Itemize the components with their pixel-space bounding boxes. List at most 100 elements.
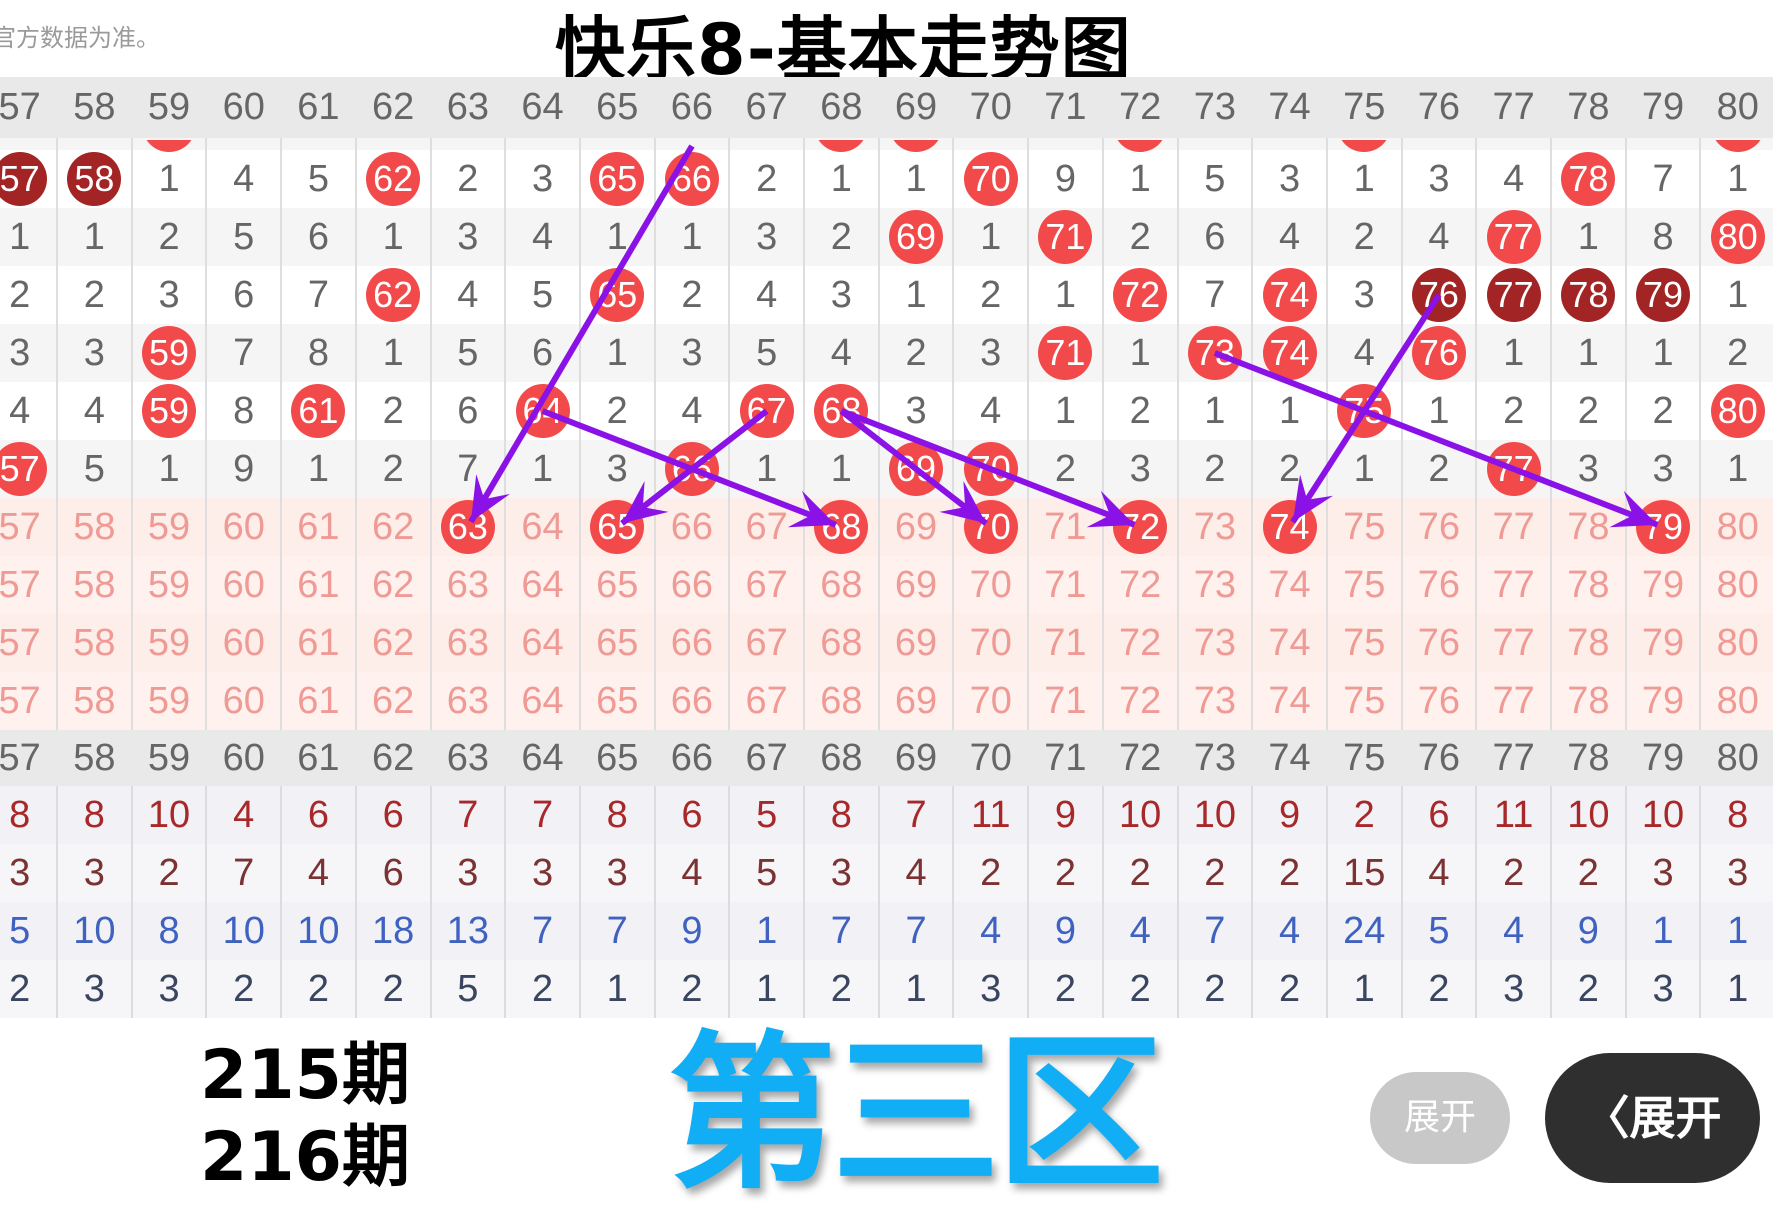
column-divider [1699, 138, 1702, 730]
omission-value: 80 [1716, 564, 1759, 606]
stat-value: 4 [307, 852, 329, 894]
omission-value: 1 [1054, 274, 1076, 316]
omission-value: 3 [1353, 274, 1375, 316]
drawn-number-ball: 65 [590, 152, 645, 206]
omission-value: 3 [681, 332, 703, 374]
drawn-number-ball: 79 [1636, 500, 1691, 554]
omission-value: 73 [1193, 506, 1236, 548]
column-header: 80 [1716, 86, 1759, 128]
stat-value: 7 [606, 910, 628, 952]
stat-value: 9 [681, 910, 703, 952]
drawn-number-ball: 80 [1710, 210, 1765, 264]
stat-value: 2 [1577, 852, 1599, 894]
omission-value: 64 [521, 680, 564, 722]
omission-value: 60 [222, 564, 265, 606]
column-divider [877, 138, 880, 730]
omission-value: 1 [1054, 390, 1076, 432]
stat-value: 10 [297, 910, 340, 952]
drawn-number-ball: 76 [1411, 326, 1466, 380]
column-divider [280, 138, 283, 730]
omission-value: 76 [1417, 564, 1461, 606]
omission-value: 3 [1428, 158, 1450, 200]
column-header: 75 [1343, 737, 1386, 779]
stat-value: 5 [756, 852, 778, 894]
omission-value: 1 [980, 216, 1002, 258]
omission-value: 3 [158, 274, 180, 316]
omission-value: 1 [531, 448, 554, 490]
column-header: 60 [222, 86, 265, 128]
omission-value: 8 [233, 390, 255, 432]
stat-value: 3 [158, 968, 180, 1010]
expand-button[interactable]: 〈展开 [1545, 1053, 1760, 1183]
column-header: 62 [372, 737, 415, 779]
stat-value: 2 [681, 968, 703, 1010]
column-divider [653, 138, 656, 730]
stat-value: 4 [1503, 910, 1525, 952]
drawn-number-ball: 59 [142, 384, 197, 438]
table-row [0, 266, 1773, 324]
stat-value: 2 [158, 852, 180, 894]
stat-value: 3 [83, 852, 105, 894]
column-header: 71 [1044, 86, 1087, 128]
omission-value: 6 [1204, 216, 1226, 258]
omission-value: 57 [0, 680, 41, 722]
omission-value: 8 [1652, 216, 1674, 258]
omission-value: 4 [1428, 216, 1450, 258]
omission-value: 1 [606, 216, 628, 258]
omission-value: 1 [1577, 216, 1599, 258]
omission-value: 1 [1503, 332, 1525, 374]
drawn-number-ball: 57 [0, 442, 47, 496]
omission-value: 78 [1567, 680, 1610, 722]
column-header: 64 [521, 86, 564, 128]
column-divider [130, 786, 133, 1018]
stat-value: 18 [372, 910, 415, 952]
column-header: 65 [596, 737, 639, 779]
omission-value: 64 [521, 622, 564, 664]
omission-value: 2 [1503, 390, 1525, 432]
column-divider [429, 138, 432, 730]
column-header: 77 [1492, 737, 1535, 779]
stat-value: 3 [457, 852, 479, 894]
stat-value: 2 [980, 852, 1002, 894]
table-row [0, 208, 1773, 266]
drawn-number-ball: 71 [1038, 210, 1093, 264]
omission-value: 6 [307, 216, 329, 258]
omission-value: 66 [670, 622, 714, 664]
omission-value: 70 [969, 680, 1012, 722]
omission-value: 5 [756, 332, 778, 374]
omission-value: 62 [372, 680, 415, 722]
stat-value: 10 [1119, 794, 1162, 836]
omission-value: 4 [830, 332, 852, 374]
column-header: 58 [73, 86, 116, 128]
omission-value: 3 [1129, 448, 1151, 490]
stat-value: 7 [233, 852, 255, 894]
drawn-number-ball: 59 [142, 326, 197, 380]
omission-value: 3 [1278, 158, 1301, 200]
column-divider [1624, 786, 1627, 1018]
omission-value: 57 [0, 622, 41, 664]
drawn-number-ball: 73 [1187, 326, 1242, 380]
column-header-row-bottom [0, 730, 1773, 786]
omission-value: 78 [1567, 564, 1610, 606]
column-divider [728, 786, 731, 1018]
arrow-line [840, 408, 1136, 528]
column-divider [1176, 138, 1179, 730]
stat-value: 2 [1129, 852, 1151, 894]
drawn-number-ball: 79 [1636, 268, 1691, 322]
omission-value: 67 [745, 564, 788, 606]
omission-value: 1 [606, 332, 628, 374]
drawn-number-ball: 62 [366, 152, 421, 206]
omission-value: 75 [1343, 680, 1386, 722]
column-header: 62 [372, 86, 415, 128]
column-header: 59 [147, 737, 191, 779]
stat-value: 2 [1428, 968, 1450, 1010]
stat-value: 10 [1567, 794, 1610, 836]
stat-value: 6 [382, 852, 404, 894]
expand-button-small[interactable]: 展开 [1370, 1072, 1510, 1164]
drawn-number-ball: 68 [814, 384, 869, 438]
column-header: 67 [745, 86, 788, 128]
column-header: 69 [894, 737, 938, 779]
column-divider [1325, 786, 1328, 1018]
omission-value: 4 [531, 216, 554, 258]
stat-value: 6 [307, 794, 329, 836]
